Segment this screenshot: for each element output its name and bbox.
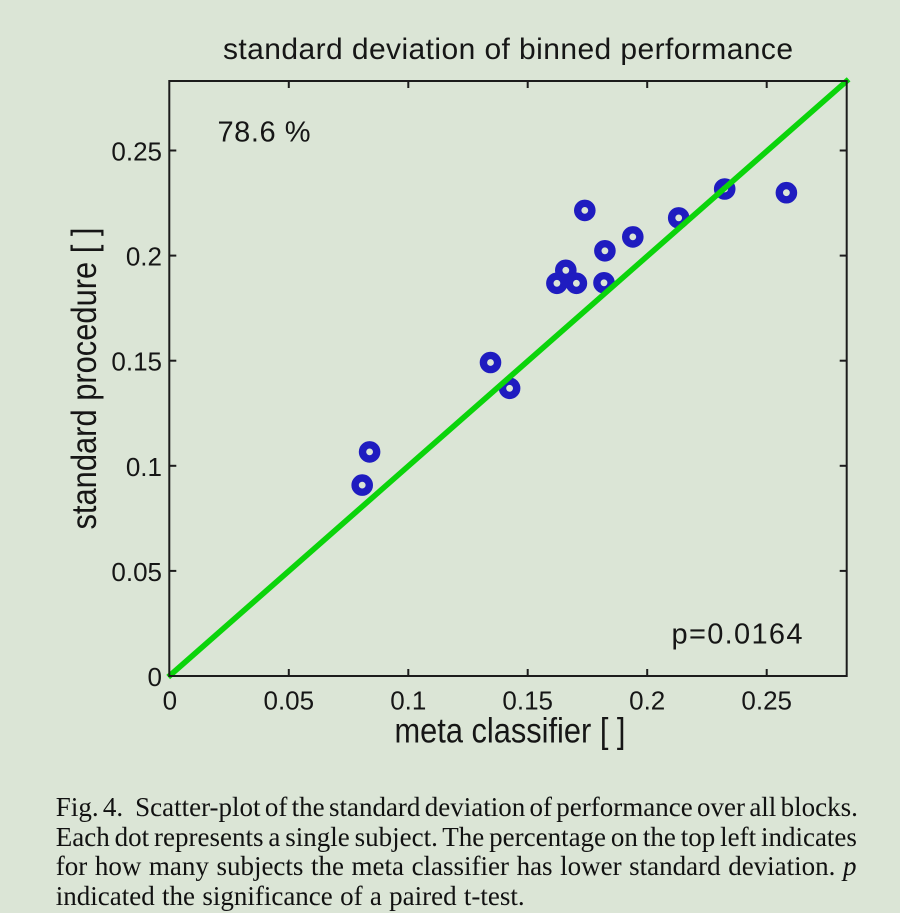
svg-text:meta classifier [ ]: meta classifier [ ] [395,711,626,750]
svg-text:0: 0 [148,662,162,692]
svg-text:0.2: 0.2 [126,242,162,272]
svg-text:78.6 %: 78.6 % [218,116,311,148]
svg-text:p=0.0164: p=0.0164 [672,618,803,650]
svg-text:0: 0 [163,685,177,715]
svg-text:0.15: 0.15 [502,685,553,715]
svg-text:0.25: 0.25 [741,685,792,715]
svg-text:standard procedure [ ]: standard procedure [ ] [65,228,104,530]
svg-text:0.25: 0.25 [111,137,162,167]
svg-text:0.15: 0.15 [111,347,162,377]
svg-text:0.1: 0.1 [126,452,162,482]
svg-text:0.1: 0.1 [390,685,426,715]
svg-text:standard deviation of binned p: standard deviation of binned performance [223,33,793,66]
svg-text:0.05: 0.05 [263,685,314,715]
svg-text:0.2: 0.2 [629,685,665,715]
svg-text:0.05: 0.05 [111,557,162,587]
